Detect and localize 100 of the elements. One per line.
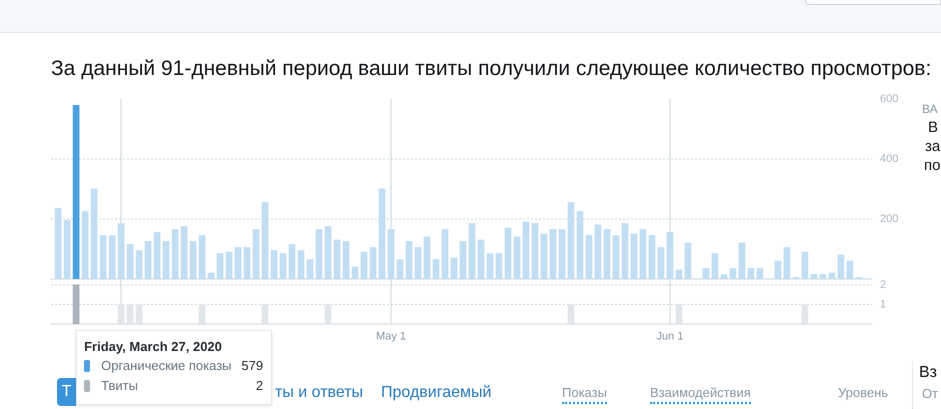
bar (676, 270, 682, 279)
bar (118, 223, 124, 279)
text: Уровень (838, 385, 888, 401)
bar (90, 188, 98, 279)
bar (54, 208, 62, 279)
bar (712, 253, 718, 279)
bar (784, 247, 790, 279)
bar (748, 268, 754, 279)
bar (306, 259, 314, 279)
bar (612, 235, 620, 279)
bar (190, 241, 196, 279)
bar (378, 188, 386, 279)
bar (820, 274, 826, 279)
chart-title: За данный 91-дневный период ваши твиты получили следующее количество просмотров: (51, 57, 932, 81)
y-tick-label: 2 (880, 278, 886, 291)
bar (334, 240, 340, 279)
bar (262, 304, 268, 324)
text: Взаимодействия (650, 385, 751, 404)
bar (82, 211, 88, 279)
text: От (922, 386, 938, 402)
bar (162, 241, 170, 279)
bar (540, 234, 548, 279)
text: ты и ответы (275, 383, 364, 402)
bar (432, 259, 440, 279)
legend-label: Твиты (101, 378, 138, 394)
bar (676, 304, 682, 324)
bar (522, 222, 530, 279)
bar (216, 253, 224, 279)
bar (478, 240, 484, 279)
bar (280, 253, 286, 279)
bar (352, 266, 358, 279)
bar (126, 304, 134, 324)
bar (324, 304, 332, 324)
bar (72, 284, 80, 324)
bar (226, 252, 232, 279)
bar (756, 268, 764, 279)
text: Показы (562, 385, 607, 404)
bar (136, 304, 142, 324)
bar (108, 235, 116, 279)
bar (514, 236, 520, 279)
bar (730, 268, 736, 279)
bar (802, 252, 808, 279)
bar (604, 229, 610, 279)
bar (370, 247, 376, 279)
text: Вз (919, 363, 938, 382)
bar (208, 272, 214, 279)
bar (622, 223, 628, 279)
text: Продвигаемый (381, 383, 492, 402)
bar (198, 235, 206, 279)
bar (486, 253, 494, 279)
bar (316, 229, 322, 279)
bar (532, 223, 538, 279)
bar (244, 247, 250, 279)
bar (396, 259, 404, 279)
bar (684, 242, 692, 279)
bar (504, 228, 512, 279)
bar (450, 258, 458, 279)
bar (262, 202, 268, 279)
bar (252, 229, 260, 279)
bar (342, 241, 350, 279)
text: за (925, 138, 940, 156)
bar (72, 104, 80, 279)
bar (666, 232, 674, 279)
bar (126, 244, 134, 279)
bar (270, 250, 278, 279)
y-tick-label: 600 (880, 93, 898, 106)
bar (568, 304, 574, 324)
bar (172, 229, 178, 279)
bar (720, 274, 728, 279)
bar (550, 229, 556, 279)
x-tick-label: Jun 1 (656, 330, 684, 343)
bar (136, 250, 142, 279)
bar (180, 226, 188, 279)
bar (100, 235, 106, 279)
text: 579 (241, 358, 264, 374)
y-tick-label: 1 (880, 298, 886, 310)
bar (838, 254, 844, 279)
text: Friday, March 27, 2020 (84, 339, 222, 355)
bar (154, 232, 160, 279)
bar (468, 223, 476, 279)
bar (558, 229, 566, 279)
bar (460, 241, 466, 279)
text: В (928, 119, 938, 137)
bar (802, 304, 808, 324)
text: 2 (256, 378, 264, 394)
bar (828, 272, 836, 279)
y-tick-label: 200 (880, 213, 898, 226)
bar (738, 242, 746, 279)
bar (64, 220, 70, 279)
bar (576, 211, 584, 279)
text: по (924, 157, 940, 175)
bar (388, 229, 394, 279)
bar (594, 224, 602, 279)
bar (324, 226, 332, 279)
x-tick-label: May 1 (376, 330, 406, 343)
bar (630, 234, 638, 279)
y-tick-label: 400 (880, 153, 898, 166)
bar (442, 229, 448, 279)
bar (810, 274, 818, 279)
bar (568, 202, 574, 279)
